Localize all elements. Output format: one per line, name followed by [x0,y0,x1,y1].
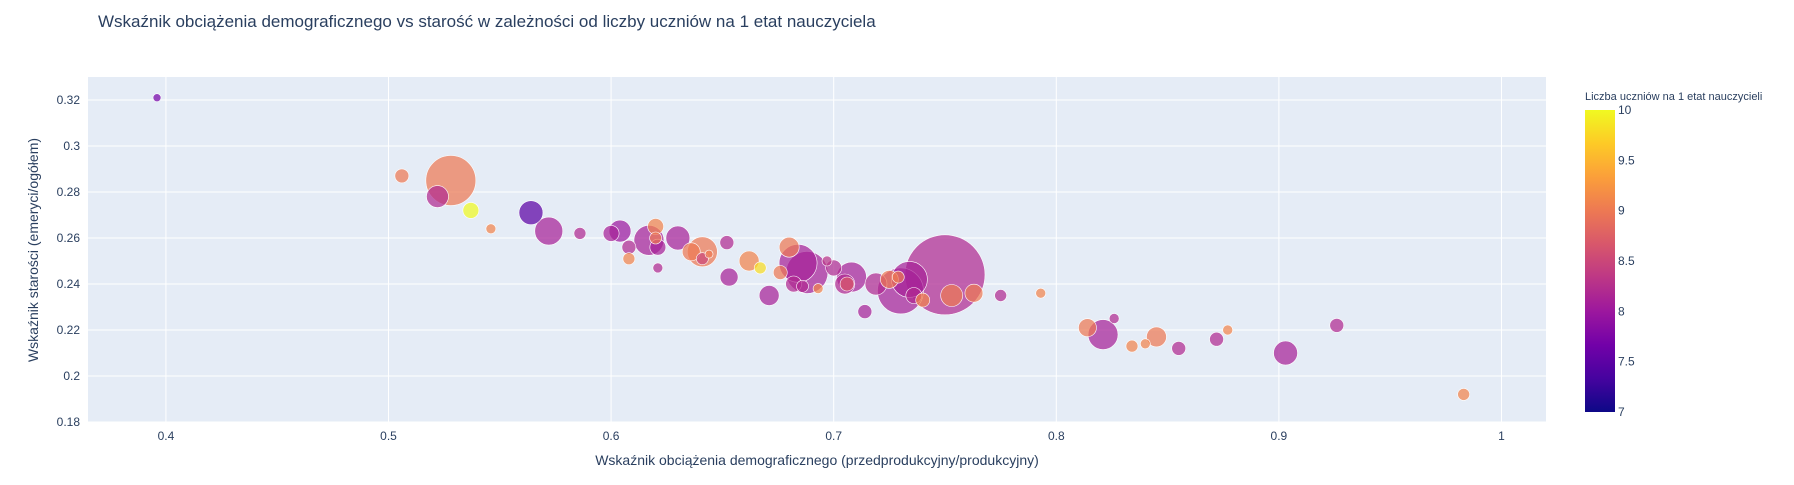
data-point [1329,318,1345,333]
data-point [652,262,664,274]
data-point [891,270,905,284]
data-point [1125,339,1139,353]
colorbar-tick-label: 7.5 [1618,355,1635,369]
data-point [534,216,564,246]
data-point [485,223,497,235]
data-point [772,265,788,280]
colorbar-tick-label: 8.5 [1618,254,1635,268]
data-point [778,236,800,258]
data-point [821,255,833,267]
data-point [719,235,735,250]
data-point [796,279,809,293]
data-point [719,267,739,287]
y-tick-label: 0.18 [57,415,81,429]
data-point [1140,338,1151,350]
chart-title: Wskaźnik obciążenia demograficznego vs s… [98,12,876,31]
y-tick-label: 0.26 [57,231,81,245]
data-point [152,93,162,102]
y-axis-title: Wskaźnik starości (emeryci/ogółem) [25,138,41,362]
data-point [621,239,637,255]
y-tick-label: 0.3 [63,139,80,153]
x-tick-label: 1 [1498,429,1505,443]
colorbar-ticks: 7 7.5 8 8.5 9 9.5 10 [1618,103,1635,419]
x-tick-label: 0.4 [158,429,175,443]
data-point [940,284,963,307]
data-point [753,261,767,275]
data-point [738,250,760,272]
colorbar-tick-label: 10 [1618,103,1632,117]
data-point [915,292,931,308]
x-axis-title: Wskaźnik obciążenia demograficznego (prz… [595,452,1039,468]
y-tick-label: 0.24 [57,277,81,291]
data-point [394,168,410,184]
x-tick-label: 0.8 [1048,429,1065,443]
data-point [964,283,984,303]
plot-area [88,77,1546,422]
data-point [1171,341,1187,356]
data-point [1209,331,1224,347]
data-point [426,185,449,208]
data-point [518,200,544,225]
data-point [1273,340,1298,366]
data-point [857,304,873,319]
data-point [681,242,701,262]
colorbar-tick-label: 8 [1618,304,1625,318]
data-point [1108,313,1120,324]
x-tick-label: 0.7 [825,429,842,443]
data-point [812,283,824,294]
y-tick-label: 0.32 [57,93,81,107]
colorbar-title: Liczba uczniów na 1 etat nauczycieli [1585,91,1762,103]
colorbar-tick-label: 9 [1618,204,1625,218]
data-point [704,249,714,259]
colorbar-tick-label: 9.5 [1618,153,1635,167]
y-tick-label: 0.22 [57,323,81,337]
data-point [665,225,691,251]
data-point [758,285,780,306]
y-tick-label: 0.28 [57,185,81,199]
data-point [1078,318,1097,338]
colorbar [1585,110,1615,412]
x-tick-label: 0.5 [380,429,397,443]
data-points [152,93,1470,401]
data-point [1035,287,1047,299]
data-point [1222,324,1233,336]
y-axis-ticks: 0.18 0.2 0.22 0.24 0.26 0.28 0.3 0.32 [57,93,81,429]
colorbar-tick-label: 7 [1618,405,1625,419]
data-point [1457,388,1470,401]
data-point [1146,326,1167,348]
data-point [573,227,587,240]
data-point [649,231,662,245]
grid-lines [88,77,1546,423]
x-tick-label: 0.9 [1271,429,1288,443]
data-point [839,276,855,292]
data-point [622,252,636,266]
data-point [994,289,1007,302]
y-tick-label: 0.2 [63,369,80,383]
x-axis-ticks: 0.4 0.5 0.6 0.7 0.8 0.9 1 [158,429,1506,443]
data-point [462,202,480,219]
x-tick-label: 0.6 [603,429,620,443]
data-point [602,225,620,242]
